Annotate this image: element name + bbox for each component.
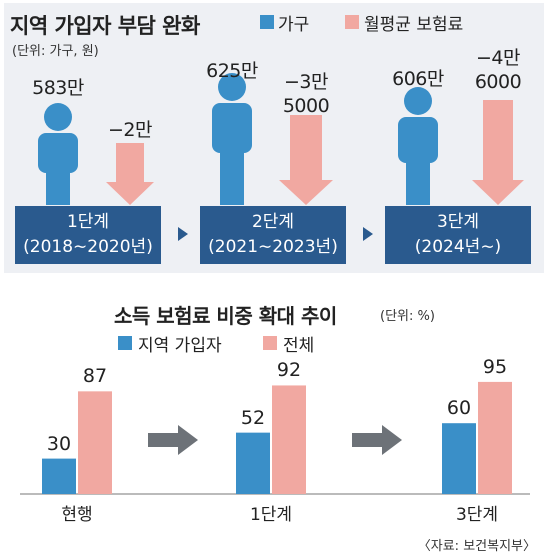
bar-all-1 <box>78 391 112 494</box>
stage-arrow-icon-2 <box>352 425 402 455</box>
household-panel-unit: (단위: 가구, 원) <box>12 44 99 59</box>
person-icon-stage-1 <box>38 103 78 205</box>
stage-box-1: 1단계 (2018∼2020년) <box>15 206 161 264</box>
stage-box-3-name: 3단계 <box>436 212 480 232</box>
category-label-3: 3단계 <box>455 505 499 525</box>
premium-change-stage-3: −4만 6000 <box>474 47 522 93</box>
bar-value-local-1: 30 <box>46 432 72 455</box>
legend-label-premium: 월평균 보험료 <box>364 15 464 35</box>
stage-box-3: 3단계 (2024년∼) <box>385 206 531 264</box>
source-note: 〈자료: 보건복지부〉 <box>417 539 536 554</box>
person-icon-stage-3 <box>398 87 438 205</box>
bar-value-local-2: 52 <box>240 406 266 429</box>
bar-local-1 <box>42 458 76 494</box>
legend-swatch-local <box>118 336 132 350</box>
households-value-stage-1: 583만 <box>32 77 84 99</box>
stage-arrow-icon-1 <box>148 425 198 455</box>
person-icon-stage-2 <box>212 73 252 205</box>
stage-box-2: 2단계 (2021∼2023년) <box>200 206 346 264</box>
chart-unit: (단위: %) <box>380 309 435 324</box>
bar-all-2 <box>272 385 306 494</box>
down-arrow-icon-stage-3 <box>472 100 524 205</box>
bar-value-local-3: 60 <box>446 397 472 420</box>
stage-next-triangle-icon-2 <box>363 227 373 241</box>
category-label-1: 현행 <box>61 505 93 525</box>
legend-swatch-households <box>260 15 274 29</box>
bar-value-all-2: 92 <box>276 359 302 382</box>
bar-value-all-3: 95 <box>482 355 508 378</box>
stage-box-2-period: (2021∼2023년) <box>208 237 338 257</box>
bar-local-2 <box>236 432 270 494</box>
premium-change-stage-1: −2만 <box>108 119 153 141</box>
stage-box-1-period: (2018∼2020년) <box>23 237 153 257</box>
bar-all-3 <box>478 381 512 494</box>
stage-next-triangle-icon-1 <box>178 227 188 241</box>
bottom-chart-bars <box>42 381 512 494</box>
stage-box-3-period: (2024년∼) <box>414 237 502 257</box>
legend-label-all: 전체 <box>283 336 315 356</box>
legend-label-households: 가구 <box>278 15 310 35</box>
stage-box-2-name: 2단계 <box>251 212 295 232</box>
chart-title: 소득 보험료 비중 확대 추이 <box>114 304 337 328</box>
stage-box-1-name: 1단계 <box>66 212 110 232</box>
households-value-stage-3: 606만 <box>392 68 444 90</box>
household-panel-title: 지역 가입자 부담 완화 <box>10 14 200 38</box>
households-value-stage-2: 625만 <box>206 60 258 82</box>
bar-value-all-1: 87 <box>82 365 108 388</box>
legend-swatch-premium <box>345 15 359 29</box>
premium-change-stage-2: −3만 5000 <box>282 71 330 117</box>
legend-swatch-all <box>263 336 277 350</box>
legend-label-local: 지역 가입자 <box>138 336 222 356</box>
down-arrow-icon-stage-2 <box>279 115 333 205</box>
down-arrow-icon-stage-1 <box>106 143 154 205</box>
bar-local-3 <box>442 423 476 494</box>
category-label-2: 1단계 <box>249 505 293 525</box>
